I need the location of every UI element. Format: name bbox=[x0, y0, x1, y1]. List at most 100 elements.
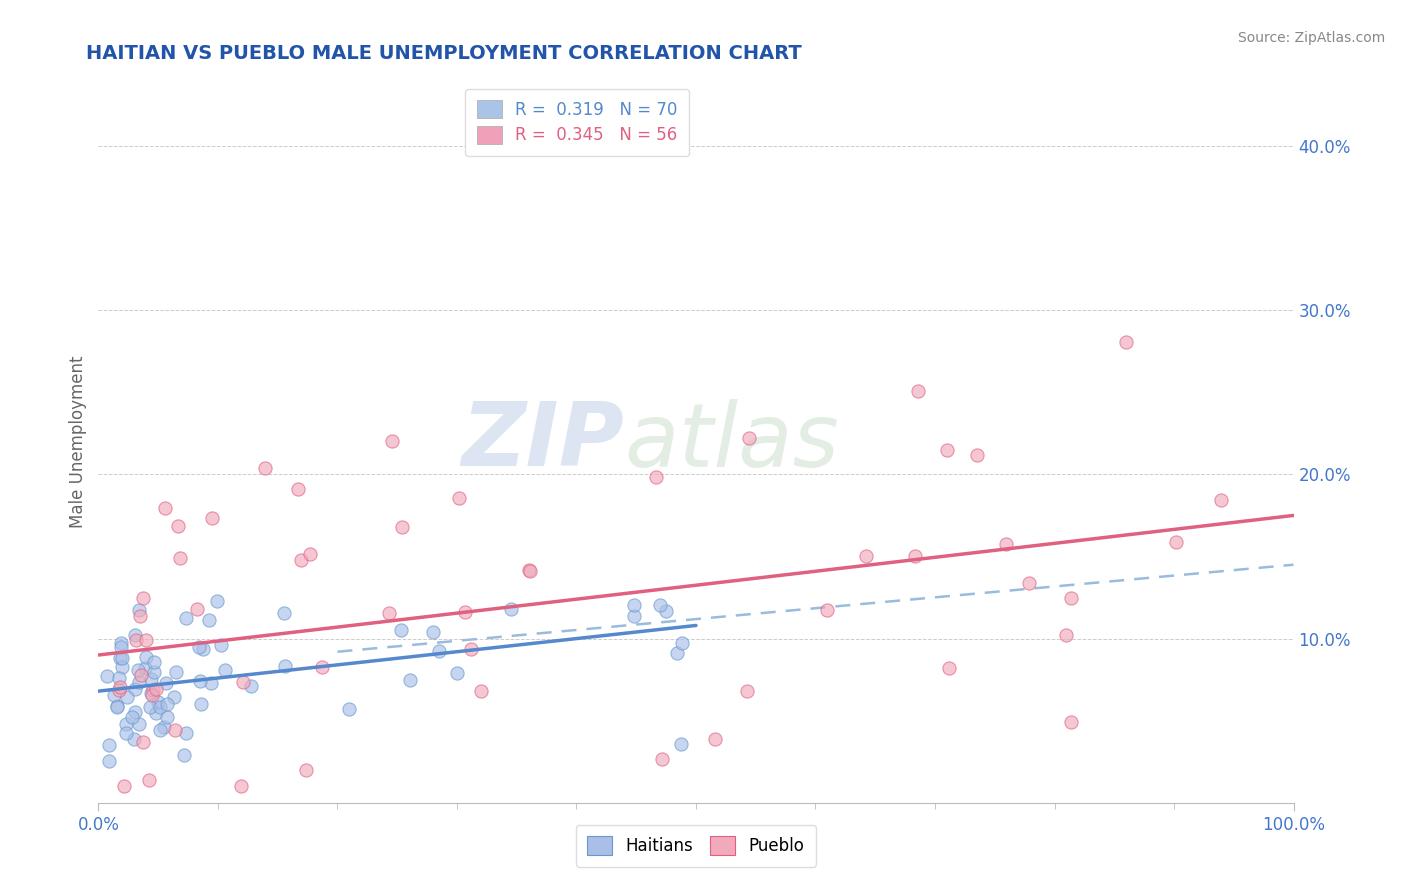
Point bbox=[295, 763, 318, 777]
Point bbox=[381, 434, 404, 448]
Point bbox=[907, 384, 929, 399]
Point bbox=[389, 623, 412, 637]
Point bbox=[623, 599, 645, 613]
Point bbox=[134, 661, 156, 675]
Text: Source: ZipAtlas.com: Source: ZipAtlas.com bbox=[1237, 31, 1385, 45]
Point bbox=[1018, 576, 1040, 591]
Point bbox=[201, 511, 224, 525]
Point bbox=[378, 606, 401, 620]
Point bbox=[232, 675, 254, 690]
Point bbox=[904, 549, 927, 563]
Point bbox=[460, 642, 482, 657]
Point bbox=[96, 668, 118, 682]
Point bbox=[499, 601, 522, 615]
Point bbox=[132, 591, 155, 605]
Point bbox=[124, 628, 146, 642]
Point bbox=[645, 470, 668, 484]
Point bbox=[135, 633, 157, 648]
Point bbox=[855, 549, 877, 564]
Point bbox=[519, 565, 541, 579]
Point bbox=[163, 723, 186, 738]
Point bbox=[298, 547, 321, 561]
Point bbox=[129, 608, 152, 623]
Point bbox=[145, 706, 167, 721]
Point bbox=[966, 448, 988, 462]
Point bbox=[391, 520, 413, 534]
Point bbox=[163, 690, 186, 704]
Point bbox=[155, 676, 177, 690]
Point bbox=[274, 659, 297, 673]
Point bbox=[165, 665, 187, 680]
Point bbox=[111, 651, 134, 665]
Point bbox=[105, 699, 128, 714]
Point bbox=[135, 649, 157, 664]
Point bbox=[128, 716, 150, 731]
Point bbox=[188, 640, 211, 654]
Point bbox=[1115, 334, 1137, 349]
Point bbox=[153, 500, 176, 515]
Point bbox=[239, 680, 262, 694]
Point bbox=[651, 752, 673, 766]
Point bbox=[735, 683, 758, 698]
Point bbox=[141, 688, 163, 702]
Point bbox=[173, 747, 195, 762]
Point bbox=[145, 682, 167, 697]
Point bbox=[110, 636, 132, 650]
Point bbox=[128, 675, 150, 690]
Point bbox=[153, 720, 176, 734]
Y-axis label: Male Unemployment: Male Unemployment bbox=[69, 355, 87, 528]
Point bbox=[139, 700, 162, 714]
Point bbox=[273, 607, 295, 621]
Point bbox=[141, 672, 163, 686]
Point bbox=[938, 661, 960, 675]
Point bbox=[337, 702, 360, 716]
Point bbox=[112, 780, 135, 794]
Point bbox=[454, 605, 477, 619]
Point bbox=[174, 726, 197, 740]
Point bbox=[174, 611, 197, 625]
Point bbox=[103, 688, 125, 702]
Point bbox=[148, 695, 170, 709]
Point bbox=[422, 625, 444, 640]
Point bbox=[114, 716, 136, 731]
Text: atlas: atlas bbox=[624, 399, 839, 484]
Point bbox=[191, 641, 214, 656]
Point bbox=[138, 772, 160, 787]
Point bbox=[671, 636, 693, 650]
Point bbox=[167, 519, 190, 533]
Point bbox=[122, 732, 145, 747]
Point bbox=[446, 666, 468, 681]
Point bbox=[98, 738, 121, 752]
Point bbox=[139, 686, 162, 700]
Point bbox=[519, 563, 541, 577]
Point bbox=[287, 483, 309, 497]
Text: HAITIAN VS PUEBLO MALE UNEMPLOYMENT CORRELATION CHART: HAITIAN VS PUEBLO MALE UNEMPLOYMENT CORR… bbox=[87, 45, 803, 63]
Point bbox=[994, 537, 1017, 551]
Point bbox=[108, 680, 131, 694]
Point bbox=[127, 663, 149, 677]
Point bbox=[214, 663, 236, 677]
Point bbox=[156, 697, 179, 711]
Point bbox=[142, 665, 165, 680]
Point bbox=[311, 660, 333, 674]
Point bbox=[149, 699, 172, 714]
Point bbox=[1054, 628, 1077, 642]
Point bbox=[129, 667, 152, 681]
Point bbox=[703, 732, 725, 747]
Point bbox=[97, 754, 120, 768]
Point bbox=[124, 705, 146, 719]
Point bbox=[470, 684, 492, 698]
Point bbox=[447, 491, 470, 505]
Point bbox=[190, 697, 212, 711]
Point bbox=[427, 644, 450, 658]
Point bbox=[110, 640, 132, 654]
Point bbox=[198, 613, 221, 627]
Point bbox=[200, 676, 222, 690]
Point bbox=[115, 690, 138, 705]
Point bbox=[1060, 591, 1083, 606]
Point bbox=[1164, 534, 1187, 549]
Point bbox=[132, 735, 155, 749]
Point bbox=[669, 737, 692, 751]
Point bbox=[186, 602, 208, 616]
Point bbox=[124, 682, 146, 697]
